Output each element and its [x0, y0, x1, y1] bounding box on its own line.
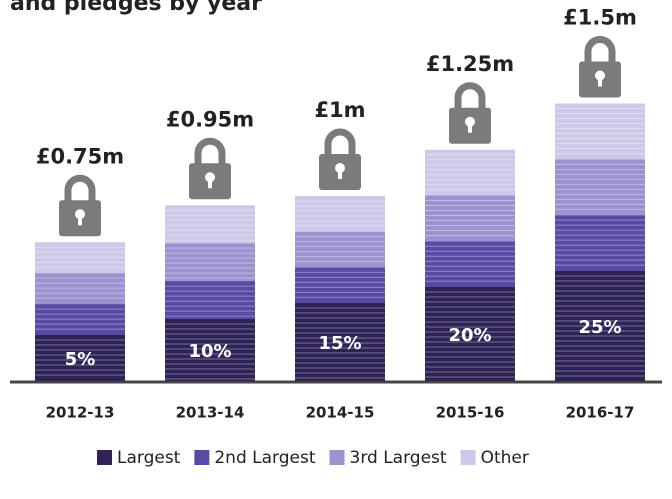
bar-segment	[295, 231, 385, 268]
keyhole-slot	[338, 168, 342, 179]
data-label: 5%	[65, 349, 96, 370]
bar-group	[295, 128, 385, 381]
x-tick-label: 2016-17	[566, 404, 635, 422]
bar-segment	[295, 196, 385, 232]
bar-group	[555, 36, 645, 381]
lock-shackle	[64, 174, 96, 203]
legend-swatch	[194, 450, 210, 465]
lock-shackle	[194, 137, 226, 166]
keyhole-slot	[78, 214, 82, 226]
legend-swatch	[460, 450, 476, 465]
bar-segment	[425, 241, 515, 287]
bar-segment	[165, 205, 255, 244]
x-tick-label: 2013-14	[176, 404, 245, 422]
bar-group	[35, 174, 125, 381]
legend-swatch	[329, 450, 345, 465]
bar-segment	[165, 319, 255, 381]
bar-segment	[425, 195, 515, 242]
bar-segment	[295, 303, 385, 381]
data-label: 25%	[578, 317, 621, 338]
bar-segment	[35, 242, 125, 274]
bar-segment	[555, 215, 645, 271]
lock-shackle	[584, 36, 616, 64]
lock-shackle	[454, 82, 486, 110]
lock-shackle	[324, 128, 356, 156]
bar-segment	[165, 281, 255, 319]
data-label: 10%	[188, 341, 231, 362]
total-label: £0.75m	[36, 144, 124, 168]
total-label: £1.5m	[563, 6, 637, 30]
legend-swatch	[97, 450, 112, 465]
x-tick-label: 2014-15	[306, 404, 375, 422]
x-tick-label: 2015-16	[436, 404, 505, 422]
bar-segment	[425, 287, 515, 381]
bar-segment	[35, 335, 125, 381]
bar-segment	[165, 243, 255, 282]
legend-label: 2nd Largest	[214, 448, 315, 468]
total-label: £1m	[314, 98, 365, 122]
total-label: £1.25m	[426, 52, 514, 76]
chart-title: and pledges by year	[10, 0, 262, 16]
bar-segment	[555, 159, 645, 216]
bar-group	[165, 137, 255, 381]
keyhole-slot	[598, 75, 602, 87]
legend-label: 3rd Largest	[350, 448, 447, 468]
bar-segment	[555, 271, 645, 381]
data-label: 15%	[318, 333, 361, 354]
bar-segment	[425, 149, 515, 196]
bar-segment	[35, 304, 125, 335]
bar-segment	[35, 273, 125, 305]
bar-segment	[295, 267, 385, 303]
data-label: 20%	[448, 325, 491, 346]
bar-segment	[555, 103, 645, 160]
total-label: £0.95m	[166, 107, 254, 131]
x-tick-label: 2012-13	[46, 404, 115, 422]
keyhole-slot	[468, 121, 472, 133]
bar-group	[425, 82, 515, 381]
keyhole-slot	[208, 177, 212, 189]
legend-label: Other	[481, 448, 529, 468]
legend-label: Largest	[117, 448, 181, 468]
